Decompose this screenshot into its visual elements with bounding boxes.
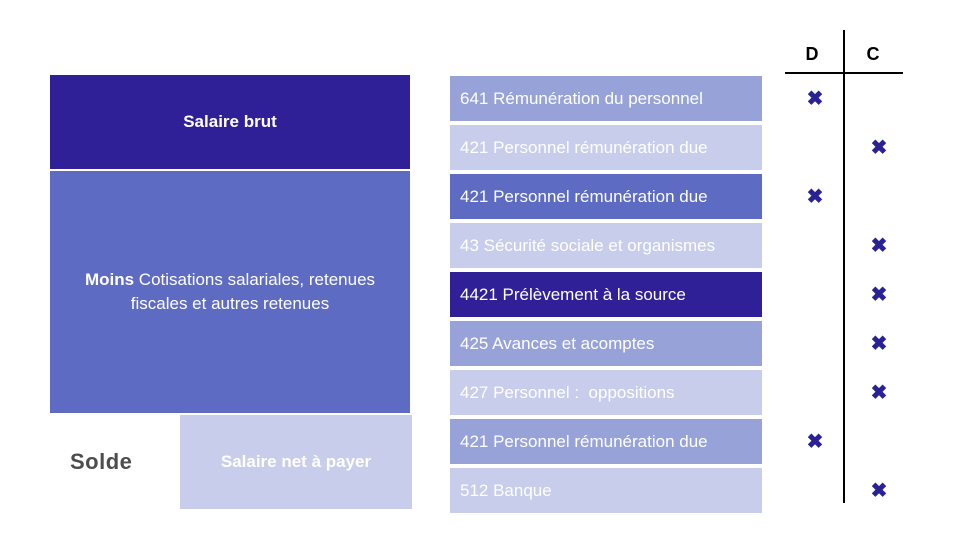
account-row: 427 Personnel : oppositions [450, 370, 762, 415]
account-row-label: 43 Sécurité sociale et organismes [460, 235, 716, 255]
account-row: 4421 Prélèvement à la source [450, 272, 762, 317]
credit-column-header: C [866, 44, 880, 64]
balance-label: Solde [70, 449, 133, 474]
account-row-label: 427 Personnel : oppositions [460, 382, 675, 402]
deductions-label-bold: Moins [84, 270, 135, 289]
account-row: 512 Banque [450, 468, 762, 513]
account-row-label: 421 Personnel rémunération due [460, 431, 708, 451]
account-row-label: 421 Personnel rémunération due [460, 137, 708, 157]
dc-mark: ✖ [806, 185, 824, 208]
account-rows: 641 Rémunération du personnel 421 Person… [450, 76, 762, 517]
dc-mark: ✖ [806, 87, 824, 110]
taccount-horizontal-line [785, 72, 903, 74]
gross-salary-label: Salaire brut [183, 112, 277, 131]
dc-mark: ✖ [870, 381, 888, 404]
dc-mark: ✖ [870, 234, 888, 257]
account-row: 425 Avances et acomptes [450, 321, 762, 366]
account-row-label: 425 Avances et acomptes [460, 333, 655, 353]
net-salary-box: Salaire net à payer [180, 415, 412, 509]
account-row-label: 4421 Prélèvement à la source [460, 284, 686, 304]
account-row-label: 641 Rémunération du personnel [460, 88, 703, 108]
dc-mark: ✖ [870, 283, 888, 306]
deductions-box: Moins Cotisations salariales, retenues f… [50, 171, 410, 413]
dc-mark: ✖ [870, 136, 888, 159]
debit-column-header: D [805, 44, 819, 64]
account-row: 641 Rémunération du personnel [450, 76, 762, 121]
account-row-label: 512 Banque [460, 480, 552, 500]
account-row-label: 421 Personnel rémunération due [460, 186, 708, 206]
net-salary-label: Salaire net à payer [220, 452, 372, 471]
dc-mark: ✖ [806, 430, 824, 453]
deductions-label: Moins Cotisations salariales, retenues f… [76, 268, 384, 316]
dc-mark: ✖ [870, 332, 888, 355]
account-row: 421 Personnel rémunération due [450, 419, 762, 464]
gross-salary-box: Salaire brut [50, 75, 410, 169]
account-row: 421 Personnel rémunération due [450, 174, 762, 219]
account-row: 421 Personnel rémunération due [450, 125, 762, 170]
account-row: 43 Sécurité sociale et organismes [450, 223, 762, 268]
dc-mark: ✖ [870, 479, 888, 502]
taccount-vertical-line [843, 30, 845, 503]
deductions-label-rest: Cotisations salariales, retenues fiscale… [130, 270, 376, 313]
